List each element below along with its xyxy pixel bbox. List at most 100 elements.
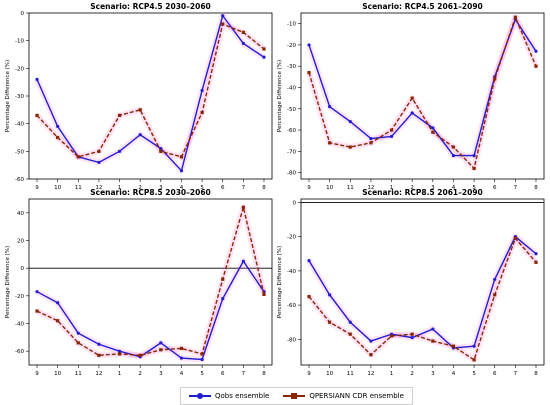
x-tick-label: 9 bbox=[35, 185, 39, 191]
data-point-qpersiann bbox=[348, 332, 352, 336]
data-point-qpersiann bbox=[117, 113, 122, 117]
panel-3: Scenario: RCP8.5 2030–2060 Percentage Dif… bbox=[5, 188, 273, 377]
x-tick-label: 4 bbox=[180, 185, 184, 191]
panel-1: Scenario: RCP4.5 2030–2060 Percentage Dif… bbox=[5, 2, 273, 191]
x-tick-label: 3 bbox=[431, 185, 435, 191]
legend-item-qobs: Qobs ensemble bbox=[189, 392, 269, 400]
data-point-qpersiann bbox=[369, 141, 373, 145]
data-point-qobs bbox=[262, 55, 266, 59]
y-tick-label: -60 bbox=[15, 177, 24, 183]
data-point-qobs bbox=[221, 297, 225, 301]
x-tick-label: 7 bbox=[242, 185, 246, 191]
series-line-qpersiann bbox=[308, 237, 537, 361]
y-axis-label: Percentage Difference (%) bbox=[277, 246, 283, 318]
data-point-qobs bbox=[369, 136, 373, 141]
data-point-qpersiann bbox=[241, 205, 245, 209]
data-point-qobs bbox=[179, 169, 184, 173]
x-tick-label: 12 bbox=[367, 185, 374, 191]
data-point-qpersiann bbox=[513, 236, 517, 240]
data-point-qpersiann bbox=[97, 353, 101, 357]
x-tick-label: 4 bbox=[452, 185, 456, 191]
data-point-qobs bbox=[35, 77, 39, 81]
x-tick-label: 2 bbox=[410, 185, 414, 191]
data-point-qpersiann bbox=[179, 346, 184, 350]
data-point-qobs bbox=[35, 290, 39, 294]
data-point-qobs bbox=[138, 133, 142, 137]
data-point-qpersiann bbox=[472, 166, 476, 170]
data-point-qpersiann bbox=[307, 70, 311, 75]
data-point-qobs bbox=[431, 327, 435, 331]
data-point-qobs bbox=[472, 344, 476, 348]
plot-frame bbox=[28, 12, 273, 180]
x-tick-label: 1 bbox=[118, 185, 122, 191]
data-point-qpersiann bbox=[56, 135, 60, 140]
data-point-qpersiann bbox=[451, 344, 456, 348]
data-point-qobs bbox=[241, 259, 245, 263]
x-tick-label: 9 bbox=[307, 371, 311, 377]
data-point-qobs bbox=[200, 88, 204, 93]
x-tick-label: 10 bbox=[326, 185, 333, 191]
data-point-qpersiann bbox=[348, 145, 352, 149]
data-point-qpersiann bbox=[328, 141, 332, 145]
panel-4: Scenario: RCP8.5 2061–2090 Percentage Dif… bbox=[277, 188, 545, 377]
data-point-qpersiann bbox=[117, 352, 122, 356]
x-tick-label: 2 bbox=[138, 371, 142, 377]
y-tick-label: -80 bbox=[287, 171, 296, 177]
data-point-qobs bbox=[493, 277, 497, 282]
x-tick-label: 4 bbox=[452, 371, 456, 377]
legend-label-qobs: Qobs ensemble bbox=[215, 392, 270, 400]
x-tick-label: 5 bbox=[200, 185, 204, 191]
x-tick-label: 2 bbox=[138, 185, 142, 191]
data-point-qpersiann bbox=[493, 77, 497, 81]
data-point-qobs bbox=[307, 43, 311, 47]
data-point-qpersiann bbox=[328, 320, 332, 324]
data-point-qobs bbox=[472, 153, 476, 158]
data-point-qobs bbox=[431, 126, 435, 130]
data-point-qobs bbox=[389, 134, 394, 139]
y-tick-label: -10 bbox=[287, 22, 296, 28]
legend-label-qpersiann: QPERSIANN CDR ensemble bbox=[309, 392, 404, 400]
y-tick-label: -10 bbox=[15, 39, 24, 45]
data-point-qpersiann bbox=[159, 348, 163, 352]
data-point-qpersiann bbox=[97, 149, 101, 153]
x-tick-label: 10 bbox=[54, 371, 61, 377]
data-point-qpersiann bbox=[241, 30, 245, 34]
data-point-qpersiann bbox=[262, 47, 266, 51]
y-tick-label: -20 bbox=[15, 66, 24, 72]
x-tick-label: 7 bbox=[514, 185, 518, 191]
series-line-qobs bbox=[308, 235, 537, 349]
y-tick-label: -20 bbox=[287, 43, 296, 49]
x-tick-label: 12 bbox=[95, 185, 102, 191]
y-tick-label: 40 bbox=[17, 211, 24, 217]
data-point-qpersiann bbox=[410, 96, 414, 100]
y-axis-label: Percentage Difference (%) bbox=[5, 60, 11, 132]
y-axis-label: Percentage Difference (%) bbox=[5, 246, 11, 318]
data-point-qobs bbox=[328, 293, 332, 297]
data-point-qpersiann bbox=[389, 128, 394, 132]
y-tick-label: -40 bbox=[287, 85, 296, 91]
x-tick-label: 12 bbox=[367, 371, 374, 377]
y-tick-label: -50 bbox=[15, 149, 24, 155]
y-axis-label: Percentage Difference (%) bbox=[277, 60, 283, 132]
x-tick-label: 1 bbox=[390, 371, 394, 377]
y-tick-label: -60 bbox=[287, 128, 296, 134]
x-tick-label: 6 bbox=[493, 371, 497, 377]
data-point-qpersiann bbox=[200, 352, 204, 356]
data-point-qobs bbox=[76, 331, 80, 335]
data-point-qpersiann bbox=[389, 334, 394, 338]
data-point-qpersiann bbox=[534, 64, 538, 68]
y-tick-label: -20 bbox=[15, 294, 24, 300]
x-tick-label: 11 bbox=[75, 185, 82, 191]
data-point-qpersiann bbox=[138, 353, 142, 357]
y-tick-label: 0 bbox=[293, 200, 297, 206]
x-tick-label: 5 bbox=[472, 371, 476, 377]
x-tick-label: 2 bbox=[410, 371, 414, 377]
data-point-qobs bbox=[534, 252, 538, 256]
x-tick-label: 6 bbox=[221, 371, 225, 377]
x-tick-label: 7 bbox=[242, 371, 246, 377]
x-tick-label: 5 bbox=[200, 371, 204, 377]
plot-frame bbox=[300, 12, 545, 180]
x-tick-label: 3 bbox=[431, 371, 435, 377]
data-point-qpersiann bbox=[221, 277, 225, 281]
